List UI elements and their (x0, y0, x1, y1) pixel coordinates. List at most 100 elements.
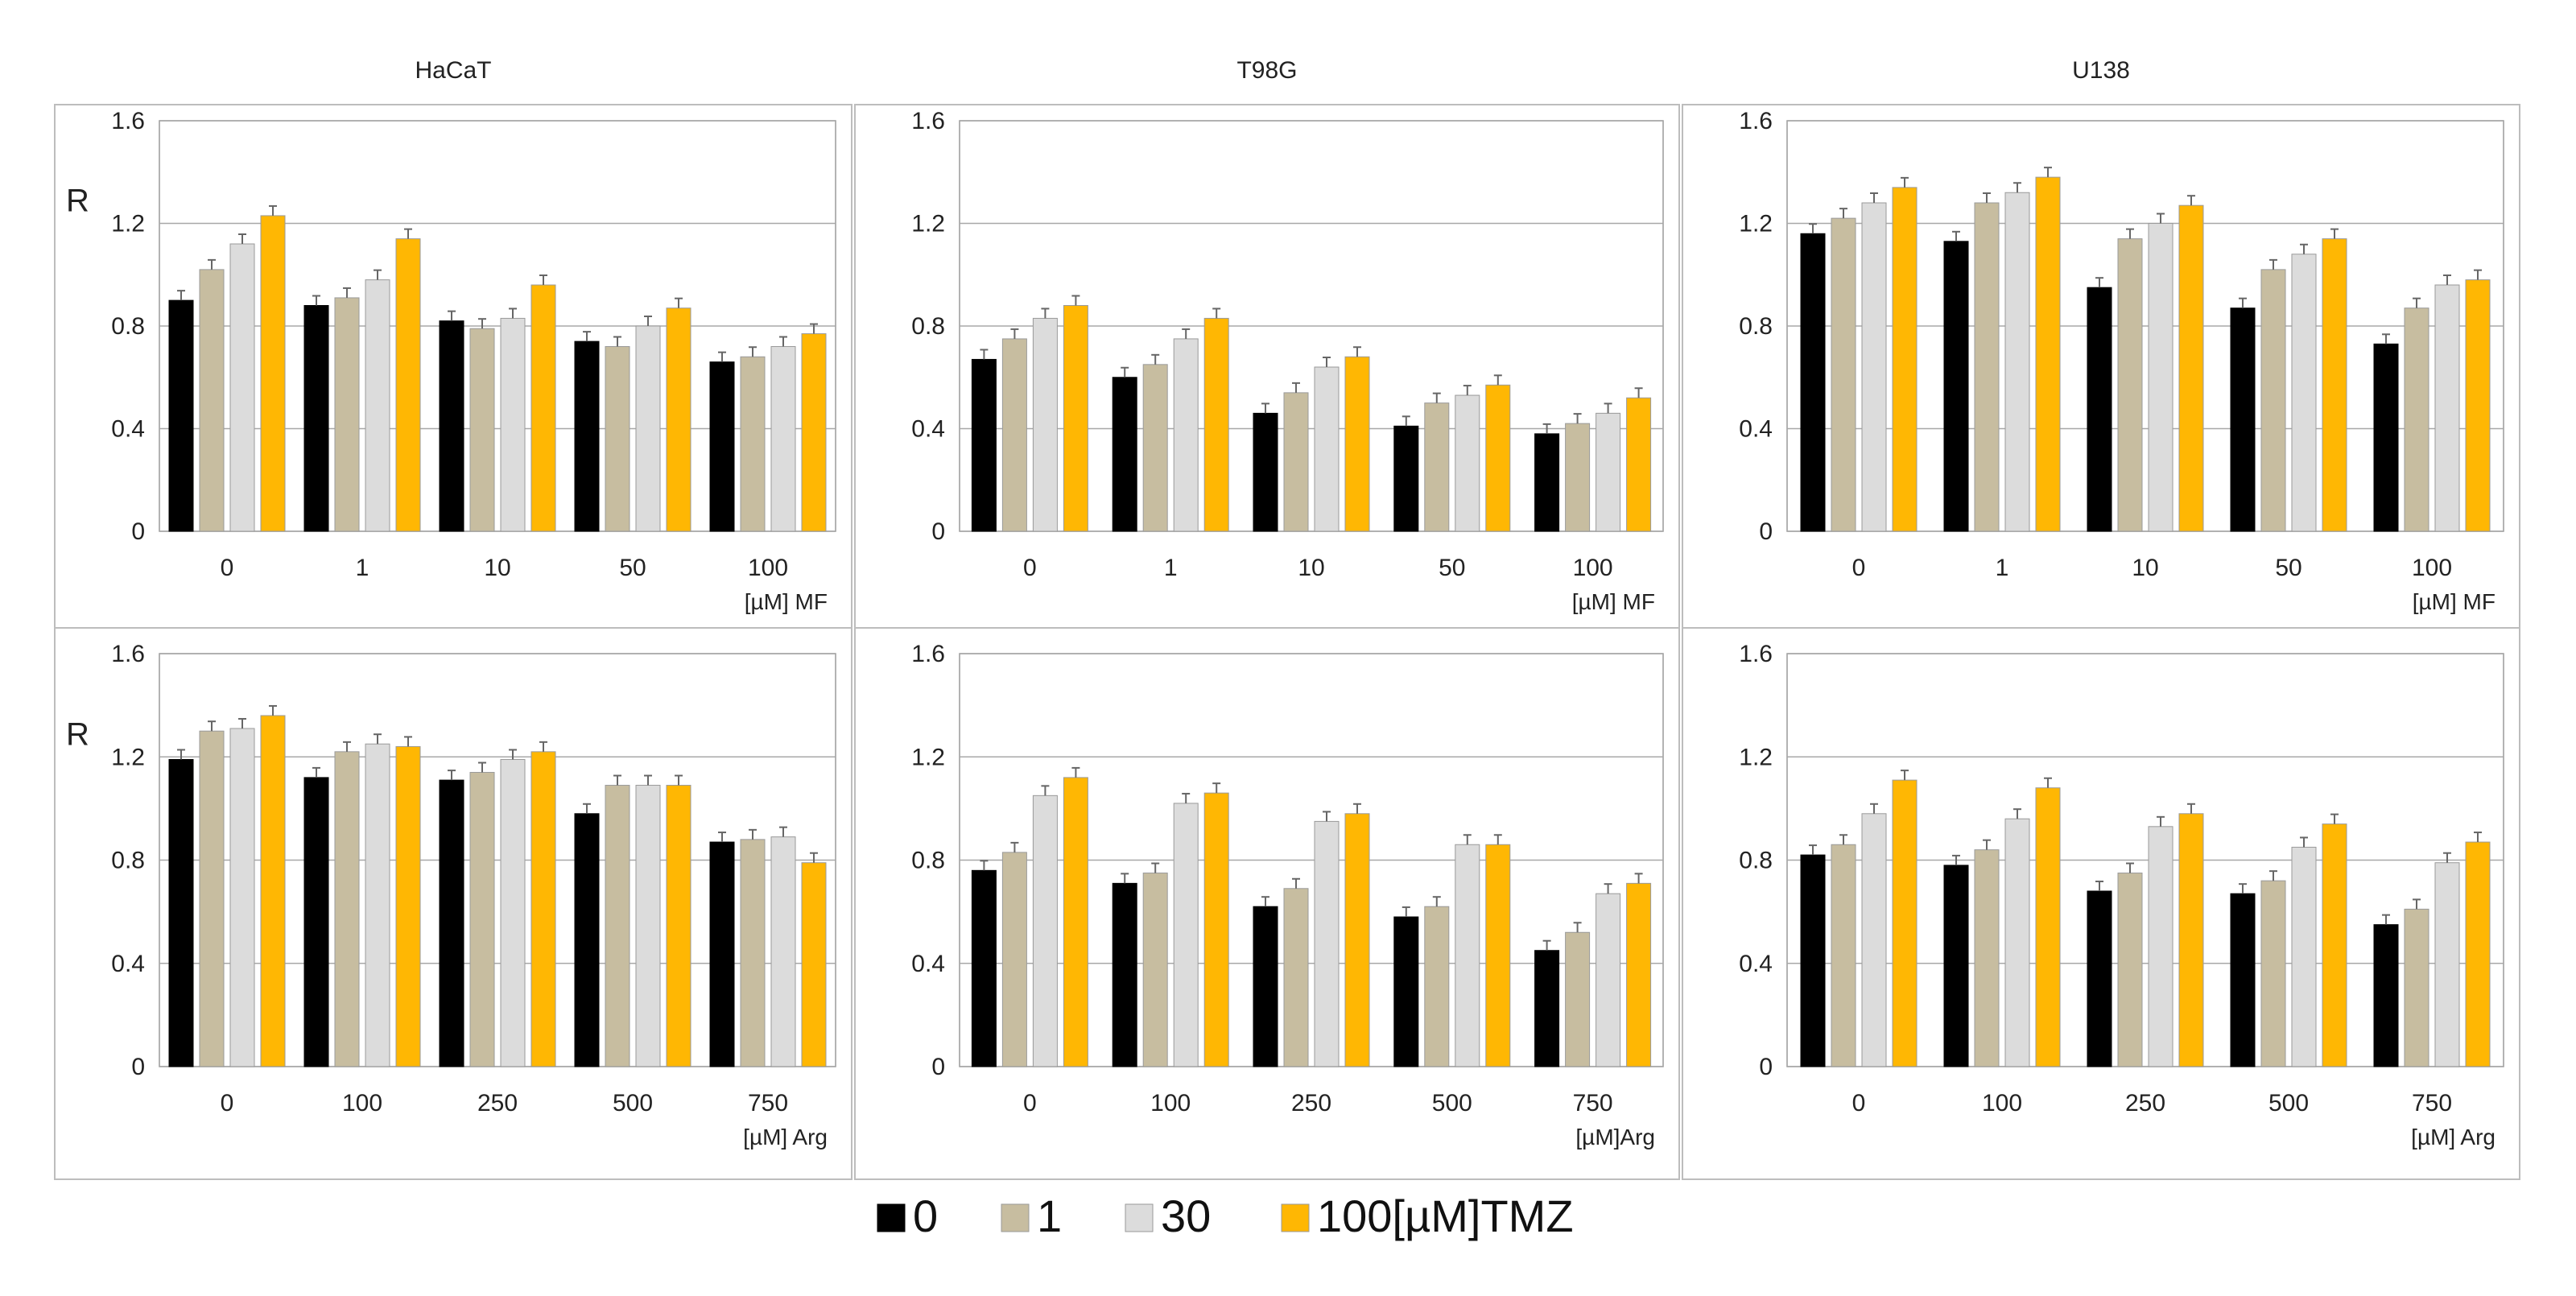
chart-panel-3: 0 0.4 0.8 1.2 1.6 U138 0 1 10 50 100 [µM] MF (1682, 57, 2520, 629)
x-tick-label: 500 (1432, 1090, 1472, 1116)
bar (709, 361, 735, 532)
bar (2291, 846, 2317, 1067)
bar (1831, 844, 1856, 1067)
y-tick-label: 0 (1759, 1054, 1773, 1080)
bar (1800, 854, 1826, 1067)
bar (1314, 366, 1340, 532)
legend: 0 1 30 100[µM]TMZ (877, 1191, 1574, 1241)
bar (303, 305, 329, 532)
bar (1424, 402, 1450, 532)
bar (2322, 238, 2347, 532)
bar (1831, 217, 1856, 532)
bar (2404, 307, 2429, 532)
bar (365, 743, 390, 1067)
bar (740, 356, 766, 532)
bar (1001, 338, 1027, 532)
y-tick-label: 1.2 (1739, 211, 1773, 237)
x-tick-label: 10 (2132, 555, 2158, 581)
bar (2291, 254, 2317, 532)
bar (1283, 392, 1309, 532)
bar (365, 279, 390, 532)
bar (971, 358, 997, 532)
chart-panel-4: 0 0.4 0.8 1.2 1.6 R 0 100 250 500 750 [µM] Arg (54, 627, 852, 1180)
x-tick-label: 100 (1982, 1090, 2022, 1116)
bar (574, 813, 600, 1067)
panel-border (54, 627, 852, 1180)
bar (2434, 862, 2460, 1067)
legend-label: 1 (1037, 1191, 1062, 1241)
bar (2035, 787, 2061, 1067)
bar (635, 785, 661, 1067)
bar (1424, 906, 1450, 1067)
y-tick-label: 1.6 (911, 108, 945, 134)
bar (1001, 852, 1027, 1067)
bar (1861, 813, 1887, 1067)
bar (2465, 279, 2491, 532)
bar (2117, 238, 2143, 532)
bar (1032, 317, 1058, 532)
bar (2322, 823, 2347, 1067)
x-tick-label: 50 (1439, 555, 1465, 581)
bar (1112, 377, 1137, 532)
bar (2148, 826, 2174, 1067)
bar (605, 346, 630, 532)
bar (530, 751, 556, 1067)
y-tick-label: 1.2 (911, 211, 945, 237)
bar (1203, 317, 1229, 532)
bar (1534, 950, 1560, 1067)
bar (1626, 882, 1652, 1067)
x-tick-label: 500 (2268, 1090, 2309, 1116)
y-tick-label: 1.6 (1739, 108, 1773, 134)
bar (1344, 813, 1370, 1067)
bar (168, 758, 194, 1067)
bar (1455, 394, 1480, 532)
bar (635, 325, 661, 532)
bar (666, 307, 691, 532)
x-tick-label: 0 (1852, 1090, 1866, 1116)
bar (1596, 412, 1621, 532)
bar (334, 297, 360, 532)
y-tick-label: 0.4 (111, 951, 145, 977)
bar (770, 836, 796, 1067)
panel-border (854, 627, 1680, 1180)
bar (2373, 924, 2399, 1067)
x-axis-label: [µM] Arg (2411, 1125, 2496, 1149)
bar (1485, 384, 1511, 532)
bar (1596, 893, 1621, 1067)
bar (605, 785, 630, 1067)
bar (1943, 241, 1969, 532)
x-tick-label: 250 (2125, 1090, 2165, 1116)
x-tick-label: 1 (356, 555, 369, 581)
x-tick-label: 100 (1150, 1090, 1191, 1116)
panel-title: U138 (2072, 57, 2130, 84)
bar (1314, 820, 1340, 1067)
y-tick-label: 1.6 (911, 641, 945, 667)
y-axis-label: R (66, 184, 89, 219)
bar (1485, 844, 1511, 1067)
bar (1344, 356, 1370, 532)
bar (2117, 873, 2143, 1067)
y-tick-label: 0.4 (1739, 951, 1773, 977)
legend-swatch (1281, 1203, 1310, 1232)
bar (971, 869, 997, 1067)
x-tick-label: 0 (221, 1090, 234, 1116)
legend-swatch (1125, 1203, 1154, 1232)
legend-swatch (877, 1203, 906, 1232)
bar (1892, 779, 1918, 1067)
y-axis-label: R (66, 716, 89, 752)
y-tick-label: 1.6 (1739, 641, 1773, 667)
bar (395, 238, 421, 532)
y-tick-label: 1.2 (911, 744, 945, 770)
bar (1063, 305, 1088, 532)
x-axis-label: [µM] Arg (743, 1125, 828, 1149)
bar (168, 299, 194, 532)
x-tick-label: 10 (1298, 555, 1324, 581)
bar (2404, 908, 2429, 1067)
bar (1173, 803, 1199, 1067)
bar (709, 841, 735, 1067)
bar (1032, 795, 1058, 1067)
y-tick-label: 0.4 (111, 416, 145, 443)
bar (1943, 865, 1969, 1067)
